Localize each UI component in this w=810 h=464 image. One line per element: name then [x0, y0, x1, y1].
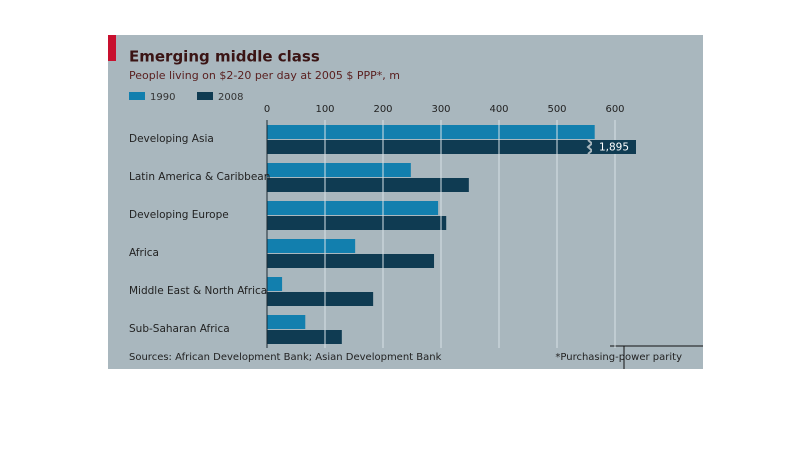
x-tick-label: 300 — [431, 104, 450, 115]
footnote: *Purchasing-power parity — [555, 352, 682, 363]
x-tick-label: 0 — [264, 104, 270, 115]
category-label: Africa — [129, 247, 159, 259]
legend-swatch — [197, 92, 213, 100]
bar — [267, 125, 595, 139]
source: Sources: African Development Bank; Asian… — [129, 352, 442, 363]
category-label: Developing Europe — [129, 209, 229, 221]
bar — [267, 315, 306, 329]
bar — [267, 239, 356, 253]
category-label: Middle East & North Africa — [129, 285, 267, 297]
legend-swatch — [129, 92, 145, 100]
x-tick-label: 200 — [373, 104, 392, 115]
red-tab — [108, 35, 116, 61]
label-box — [592, 140, 636, 154]
x-tick-label: 500 — [547, 104, 566, 115]
category-label: Sub-Saharan Africa — [129, 323, 230, 335]
chart-title: Emerging middle class — [129, 48, 320, 66]
bar — [267, 178, 469, 192]
bar — [267, 216, 447, 230]
x-tick-label: 400 — [489, 104, 508, 115]
legend-label: 2008 — [218, 92, 243, 103]
legend-label: 1990 — [150, 92, 175, 103]
bar — [267, 254, 435, 268]
chart-subtitle: People living on $2-20 per day at 2005 $… — [129, 69, 400, 82]
bar — [267, 201, 439, 215]
category-label: Developing Asia — [129, 133, 214, 145]
value-label: 1,895 — [599, 142, 629, 154]
bar — [267, 292, 374, 306]
bar — [267, 330, 342, 344]
x-tick-label: 600 — [605, 104, 624, 115]
x-tick-label: 100 — [315, 104, 334, 115]
category-label: Latin America & Caribbean — [129, 171, 270, 183]
axis-break — [586, 139, 594, 155]
bar — [267, 277, 283, 291]
bar — [267, 140, 630, 154]
plot — [267, 125, 630, 344]
bar — [267, 163, 411, 177]
